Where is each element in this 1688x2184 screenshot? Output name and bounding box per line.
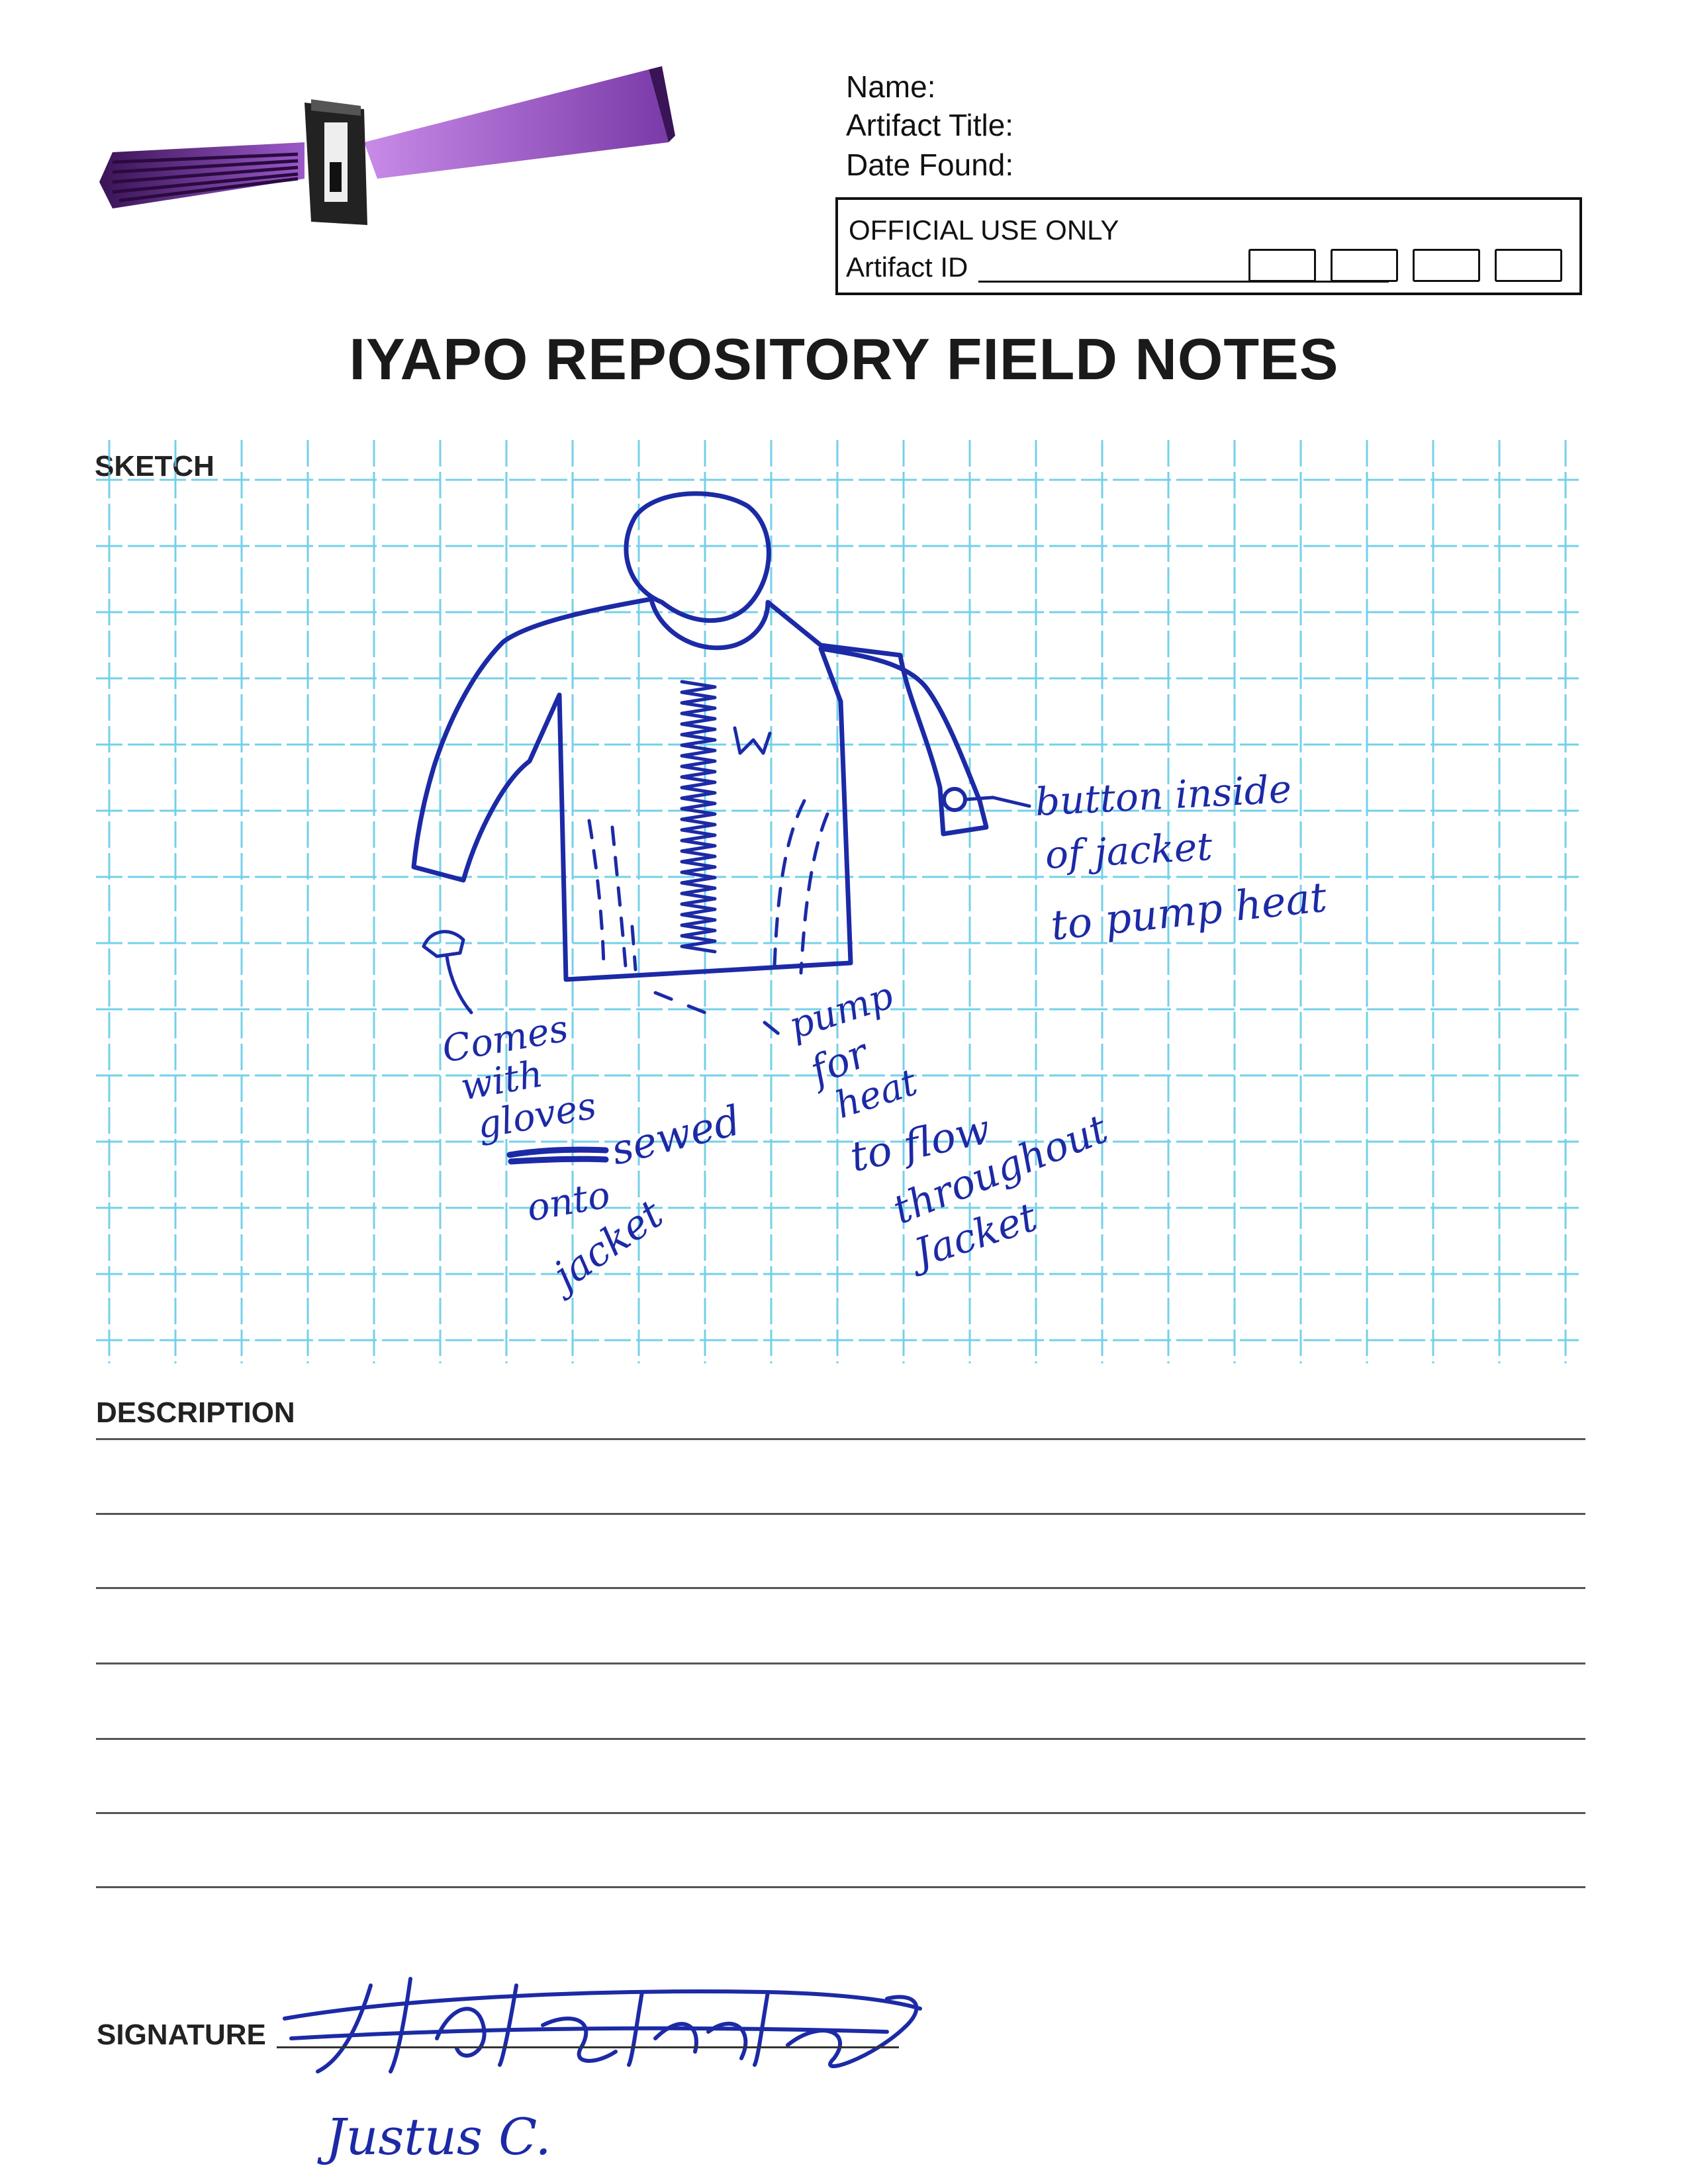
heat-line-left-3 (630, 925, 637, 972)
name-field-label: Name: (846, 69, 936, 104)
collar-outline (649, 600, 771, 651)
signature-scribble (283, 1977, 922, 2073)
description-line-4[interactable] (96, 1662, 1585, 1664)
heat-line-right (773, 799, 806, 968)
official-use-box: OFFICIAL USE ONLY Artifact ID (835, 197, 1582, 295)
zipper-drawing (680, 680, 717, 954)
annotation-gloves-4: sewed (606, 1096, 745, 1175)
glove-arrow (445, 954, 473, 1015)
description-line-3[interactable] (96, 1587, 1585, 1589)
description-label: DESCRIPTION (96, 1396, 295, 1429)
artifact-id-box-3[interactable] (1413, 249, 1480, 282)
artifact-id-input-line[interactable] (978, 281, 1389, 283)
description-line-2[interactable] (96, 1513, 1585, 1515)
page-title: IYAPO REPOSITORY FIELD NOTES (349, 326, 1339, 392)
signature-line[interactable] (277, 2046, 899, 2048)
repository-logo (99, 66, 675, 225)
artifact-id-label: Artifact ID (846, 251, 968, 283)
head-outline (624, 491, 771, 623)
scribble-out (506, 1146, 609, 1165)
annotation-button-1: button inside (1034, 766, 1293, 825)
description-line-6[interactable] (96, 1812, 1585, 1814)
jacket-outline (411, 596, 989, 982)
description-line-1[interactable] (96, 1438, 1585, 1440)
glove-drawing (422, 930, 465, 958)
artifact-id-box-2[interactable] (1331, 249, 1398, 282)
heat-line-left (587, 819, 606, 968)
date-found-field-label: Date Found: (846, 148, 1014, 182)
button-drawing (942, 787, 967, 812)
annotation-button-3: to pump heat (1049, 873, 1329, 950)
signature-label: SIGNATURE (97, 2019, 266, 2051)
description-line-7[interactable] (96, 1886, 1585, 1888)
chest-mark (733, 726, 772, 755)
description-line-5[interactable] (96, 1738, 1585, 1740)
artifact-title-field-label: Artifact Title: (846, 108, 1014, 142)
heat-line-left-2 (610, 825, 628, 968)
artifact-id-box-1[interactable] (1248, 249, 1316, 282)
pump-dash-line (653, 991, 783, 1038)
annotation-button-2: of jacket (1044, 824, 1214, 878)
heat-line-right-2 (799, 812, 829, 975)
graph-grid (96, 440, 1579, 1363)
button-pointer (963, 796, 1031, 808)
jacket-drawing (411, 491, 1031, 1165)
sketch-label: SKETCH (95, 450, 214, 482)
artifact-id-box-4[interactable] (1495, 249, 1562, 282)
official-use-title: OFFICIAL USE ONLY (849, 214, 1119, 246)
signature-printed-name: Justus C. (317, 2107, 551, 2166)
